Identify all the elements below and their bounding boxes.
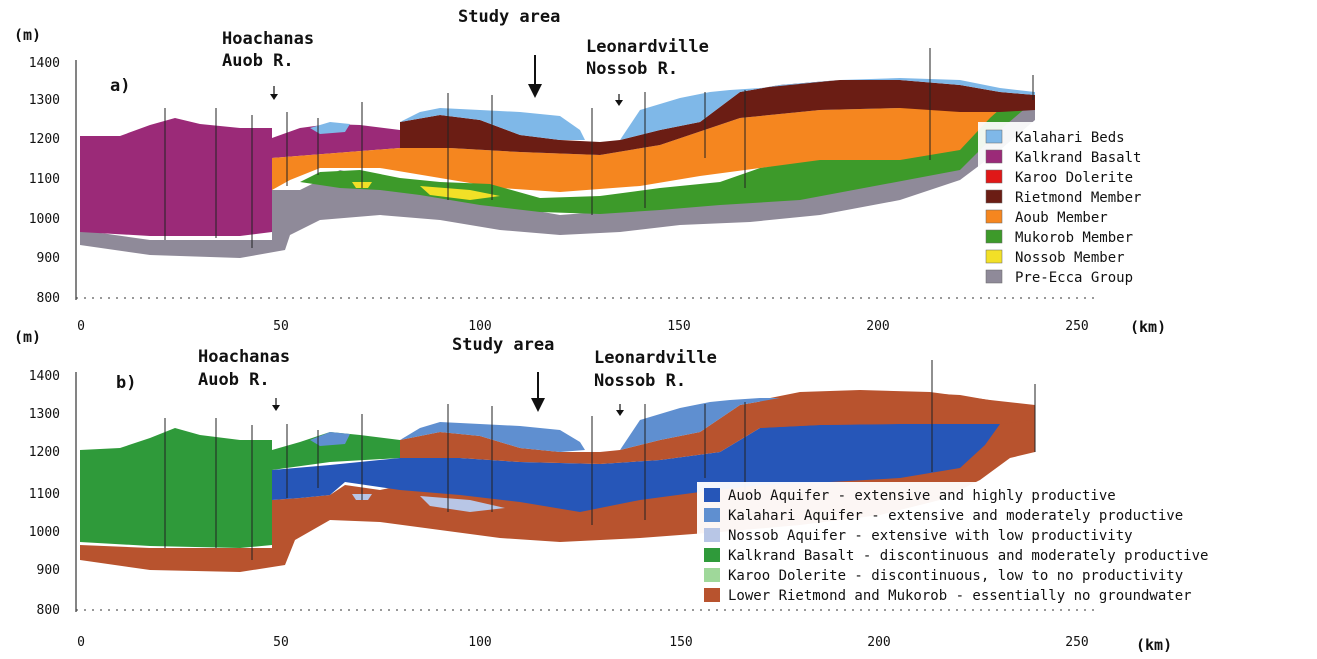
panel-b-kalkrand-basalt <box>80 428 272 548</box>
panel-b-study-area: Study area <box>452 335 554 355</box>
panel-b-auob-aquifer <box>272 424 1000 512</box>
svg-text:Mukorob Member: Mukorob Member <box>1015 230 1133 246</box>
panel-b-xtick: 200 <box>867 635 890 650</box>
svg-text:Nossob Aquifer - extensive wit: Nossob Aquifer - extensive with low prod… <box>728 528 1133 544</box>
legend-item: Kalkrand Basalt - discontinuous and mode… <box>704 548 1208 564</box>
panel-a-ytick: 800 <box>37 291 60 306</box>
panel-b-kalkrand-basalt-upper <box>272 432 400 470</box>
panel-b-ytick: 1400 <box>29 369 60 384</box>
panel-a-ytick: 1400 <box>29 56 60 71</box>
panel-b-xtick: 150 <box>669 635 692 650</box>
legend-item: Mukorob Member <box>985 229 1133 246</box>
legend-item: Rietmond Member <box>985 189 1141 206</box>
svg-text:Kalahari Beds: Kalahari Beds <box>1015 130 1125 146</box>
legend-item: Kalahari Beds <box>985 129 1125 146</box>
panel-b-ytick: 1100 <box>29 487 60 502</box>
panel-a-xtick: 50 <box>273 319 289 334</box>
panel-a-xtick: 100 <box>468 319 491 334</box>
panel-b-xtick: 100 <box>468 635 491 650</box>
panel-a-mukorob-member <box>300 95 1035 214</box>
panel-b-nossob-aquifer <box>420 496 505 512</box>
panel-b-rietmond-cap <box>400 392 1035 464</box>
legend-item: Aoub Member <box>985 209 1108 226</box>
panel-a-x-unit: (km) <box>1130 318 1166 336</box>
panel-b-x-unit: (km) <box>1136 636 1172 654</box>
panel-b-site-right-1: Leonardville <box>594 348 717 368</box>
panel-a-site-left-1: Hoachanas <box>222 29 314 49</box>
panel-a-xtick: 150 <box>667 319 690 334</box>
panel-b-label: b) <box>116 373 136 393</box>
panel-a-study-area: Study area <box>458 7 560 27</box>
svg-text:Aoub Member: Aoub Member <box>1015 210 1108 226</box>
svg-text:Nossob Member: Nossob Member <box>1015 250 1125 266</box>
legend-item: Kalahari Aquifer - extensive and moderat… <box>704 508 1183 524</box>
panel-b-study-area-arrow <box>531 372 545 412</box>
legend-item: Karoo Dolerite <box>985 169 1133 186</box>
panel-b-nossob-arrow <box>616 404 624 416</box>
svg-text:Pre-Ecca Group: Pre-Ecca Group <box>1015 270 1133 286</box>
panel-b-ytick: 1200 <box>29 445 60 460</box>
panel-b-ytick: 800 <box>37 603 60 618</box>
svg-text:Auob Aquifer - extensive and h: Auob Aquifer - extensive and highly prod… <box>728 488 1116 504</box>
panel-a-ytick: 900 <box>37 251 60 266</box>
svg-text:Rietmond Member: Rietmond Member <box>1015 190 1141 206</box>
svg-text:Karoo Dolerite: Karoo Dolerite <box>1015 170 1133 186</box>
panel-a-ytick: 1100 <box>29 172 60 187</box>
panel-a-auob-arrow <box>270 86 278 100</box>
panel-a-ytick: 1200 <box>29 132 60 147</box>
panel-a-study-area-arrow <box>528 55 542 98</box>
svg-text:Kalahari Aquifer - extensive a: Kalahari Aquifer - extensive and moderat… <box>728 508 1183 524</box>
panel-b-ytick: 1000 <box>29 525 60 540</box>
legend-item: Karoo Dolerite - discontinuous, low to n… <box>704 568 1183 584</box>
panel-b-ytick: 1300 <box>29 407 60 422</box>
panel-a-ytick: 1000 <box>29 212 60 227</box>
panel-a-y-unit: (m) <box>14 26 41 44</box>
panel-a-kalahari-beds-east <box>620 78 1035 140</box>
panel-a-nossob-arrow <box>615 94 623 106</box>
panel-a-aoub-member <box>272 108 1000 192</box>
panel-a-label: a) <box>110 76 130 96</box>
legend-item: Auob Aquifer - extensive and highly prod… <box>704 488 1116 504</box>
legend-item: Pre-Ecca Group <box>985 269 1133 286</box>
panel-a-kalkrand-basalt <box>80 118 272 236</box>
panel-a-ytick: 1300 <box>29 93 60 108</box>
legend-item: Nossob Aquifer - extensive with low prod… <box>704 528 1133 544</box>
legend-item: Lower Rietmond and Mukorob - essentially… <box>704 588 1192 604</box>
panel-b-xtick: 250 <box>1065 635 1088 650</box>
legend-item: Kalkrand Basalt <box>985 149 1141 166</box>
panel-b-site-right-2: Nossob R. <box>594 371 686 391</box>
panel-a-site-left-2: Auob R. <box>222 51 294 71</box>
panel-b-site-left-2: Auob R. <box>198 370 270 390</box>
panel-a-site-right-1: Leonardville <box>586 37 709 57</box>
panel-a: (m) a) Study area Hoachanas Auob R. Leon… <box>14 7 1182 336</box>
panel-b: (m) b) Study area Hoachanas Auob R. Leon… <box>14 328 1311 654</box>
panel-b-y-unit: (m) <box>14 328 41 346</box>
panel-a-pre-ecca-group <box>80 95 1035 258</box>
svg-text:Karoo Dolerite - discontinuous: Karoo Dolerite - discontinuous, low to n… <box>728 568 1183 584</box>
panel-a-legend: Kalahari Beds Kalkrand Basalt Karoo Dole… <box>978 122 1182 292</box>
panel-b-kalahari-aquifer-west <box>310 432 350 446</box>
panel-a-xtick: 250 <box>1065 319 1088 334</box>
panel-a-boreholes <box>164 48 1034 248</box>
panel-b-ytick: 900 <box>37 563 60 578</box>
panel-b-xtick: 50 <box>273 635 289 650</box>
panel-a-site-right-2: Nossob R. <box>586 59 678 79</box>
svg-text:Lower Rietmond and Mukorob - e: Lower Rietmond and Mukorob - essentially… <box>728 588 1192 604</box>
panel-a-nossob-member <box>420 186 500 200</box>
panel-a-kalahari-beds-west <box>310 122 350 134</box>
panel-b-kalahari-aquifer-east <box>620 398 780 450</box>
panel-b-legend: Auob Aquifer - extensive and highly prod… <box>697 482 1311 608</box>
panel-b-xtick: 0 <box>77 635 85 650</box>
legend-item: Nossob Member <box>985 249 1125 266</box>
panel-a-xtick: 200 <box>866 319 889 334</box>
svg-text:Kalkrand Basalt - discontinuou: Kalkrand Basalt - discontinuous and mode… <box>728 548 1208 564</box>
panel-b-auob-arrow <box>272 398 280 411</box>
panel-a-xtick: 0 <box>77 319 85 334</box>
panel-a-kalkrand-basalt-upper <box>272 124 400 158</box>
panel-b-site-left-1: Hoachanas <box>198 347 290 367</box>
panel-a-rietmond-member <box>400 80 1035 155</box>
svg-text:Kalkrand Basalt: Kalkrand Basalt <box>1015 150 1141 166</box>
